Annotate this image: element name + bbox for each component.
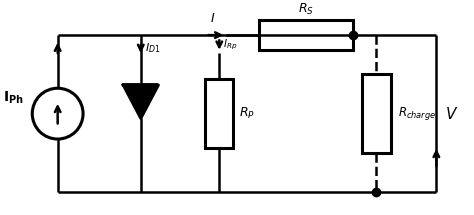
Text: $I$: $I$ bbox=[210, 12, 215, 25]
Polygon shape bbox=[123, 85, 158, 118]
Bar bbox=[258, 20, 353, 50]
Text: $I_{Rp}$: $I_{Rp}$ bbox=[223, 38, 237, 52]
Text: $I_{D1}$: $I_{D1}$ bbox=[146, 41, 161, 55]
Circle shape bbox=[32, 88, 83, 139]
Bar bbox=[205, 79, 233, 148]
Bar bbox=[362, 74, 391, 153]
Text: $R_P$: $R_P$ bbox=[239, 106, 255, 121]
Text: $\mathbf{I_{Ph}}$: $\mathbf{I_{Ph}}$ bbox=[3, 89, 24, 106]
Text: $V$: $V$ bbox=[445, 106, 458, 122]
Text: $R_{charge}$: $R_{charge}$ bbox=[398, 105, 436, 122]
Text: $R_S$: $R_S$ bbox=[298, 2, 314, 17]
